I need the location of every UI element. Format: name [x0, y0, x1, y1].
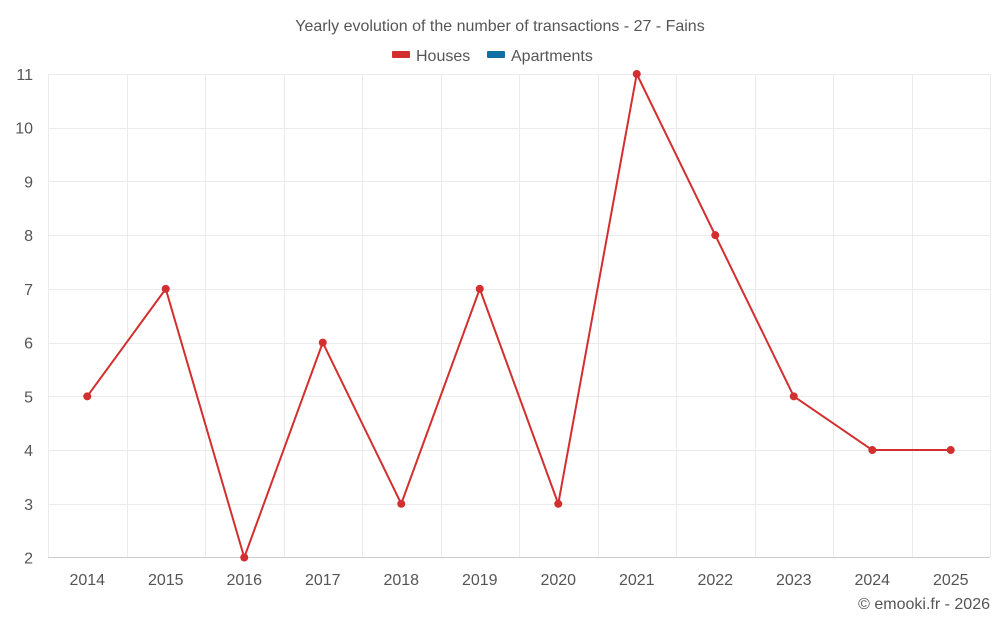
data-point-houses[interactable]: [711, 231, 720, 240]
data-point-houses[interactable]: [397, 499, 406, 508]
credit-text: © emooki.fr - 2026: [858, 596, 990, 613]
data-point-houses[interactable]: [789, 392, 798, 401]
data-point-houses[interactable]: [632, 70, 641, 78]
data-point-houses[interactable]: [475, 284, 484, 293]
series-houses: [83, 70, 955, 562]
x-tick-label: 2022: [697, 572, 733, 589]
series-line-houses: [86, 73, 951, 559]
y-tick-label: 5: [24, 389, 33, 406]
y-tick-label: 4: [24, 443, 33, 460]
x-tick-label: 2020: [540, 572, 576, 589]
legend-item-houses[interactable]: Houses: [392, 48, 470, 65]
data-point-houses[interactable]: [240, 553, 249, 562]
legend-label-apartments: Apartments: [511, 48, 593, 65]
y-tick-label: 2: [24, 551, 33, 568]
data-point-houses[interactable]: [554, 499, 563, 508]
y-tick-label: 11: [16, 67, 33, 84]
data-point-houses[interactable]: [868, 446, 877, 455]
y-tick-label: 6: [24, 336, 33, 353]
x-tick-label: 2025: [933, 572, 969, 589]
y-tick-label: 9: [24, 174, 33, 191]
legend: Houses Apartments: [392, 48, 593, 65]
legend-swatch-houses: [392, 51, 410, 58]
x-tick-label: 2017: [305, 572, 341, 589]
x-tick-label: 2023: [776, 572, 812, 589]
data-point-houses[interactable]: [946, 446, 955, 455]
x-tick-label: 2015: [148, 572, 184, 589]
data-point-houses[interactable]: [161, 284, 170, 293]
y-tick-label: 8: [24, 228, 33, 245]
y-axis-ticks: 2 3 4 5 6 7 8 9 10 11: [15, 67, 33, 568]
x-tick-label: 2018: [383, 572, 419, 589]
legend-swatch-apartments: [487, 51, 505, 58]
data-point-houses[interactable]: [318, 338, 327, 347]
y-tick-label: 3: [24, 497, 33, 514]
legend-item-apartments[interactable]: Apartments: [487, 48, 593, 65]
data-point-houses[interactable]: [83, 392, 92, 401]
legend-label-houses: Houses: [416, 48, 470, 65]
y-tick-label: 7: [24, 282, 33, 299]
chart-title: Yearly evolution of the number of transa…: [295, 18, 704, 35]
grid-lines: [48, 74, 991, 558]
x-tick-label: 2016: [226, 572, 262, 589]
x-axis-ticks: 2014 2015 2016 2017 2018 2019 2020 2021 2022 2023…: [69, 572, 968, 589]
x-tick-label: 2014: [69, 572, 105, 589]
x-tick-label: 2021: [619, 572, 655, 589]
x-tick-label: 2024: [854, 572, 890, 589]
y-tick-label: 10: [15, 121, 33, 138]
x-tick-label: 2019: [462, 572, 498, 589]
